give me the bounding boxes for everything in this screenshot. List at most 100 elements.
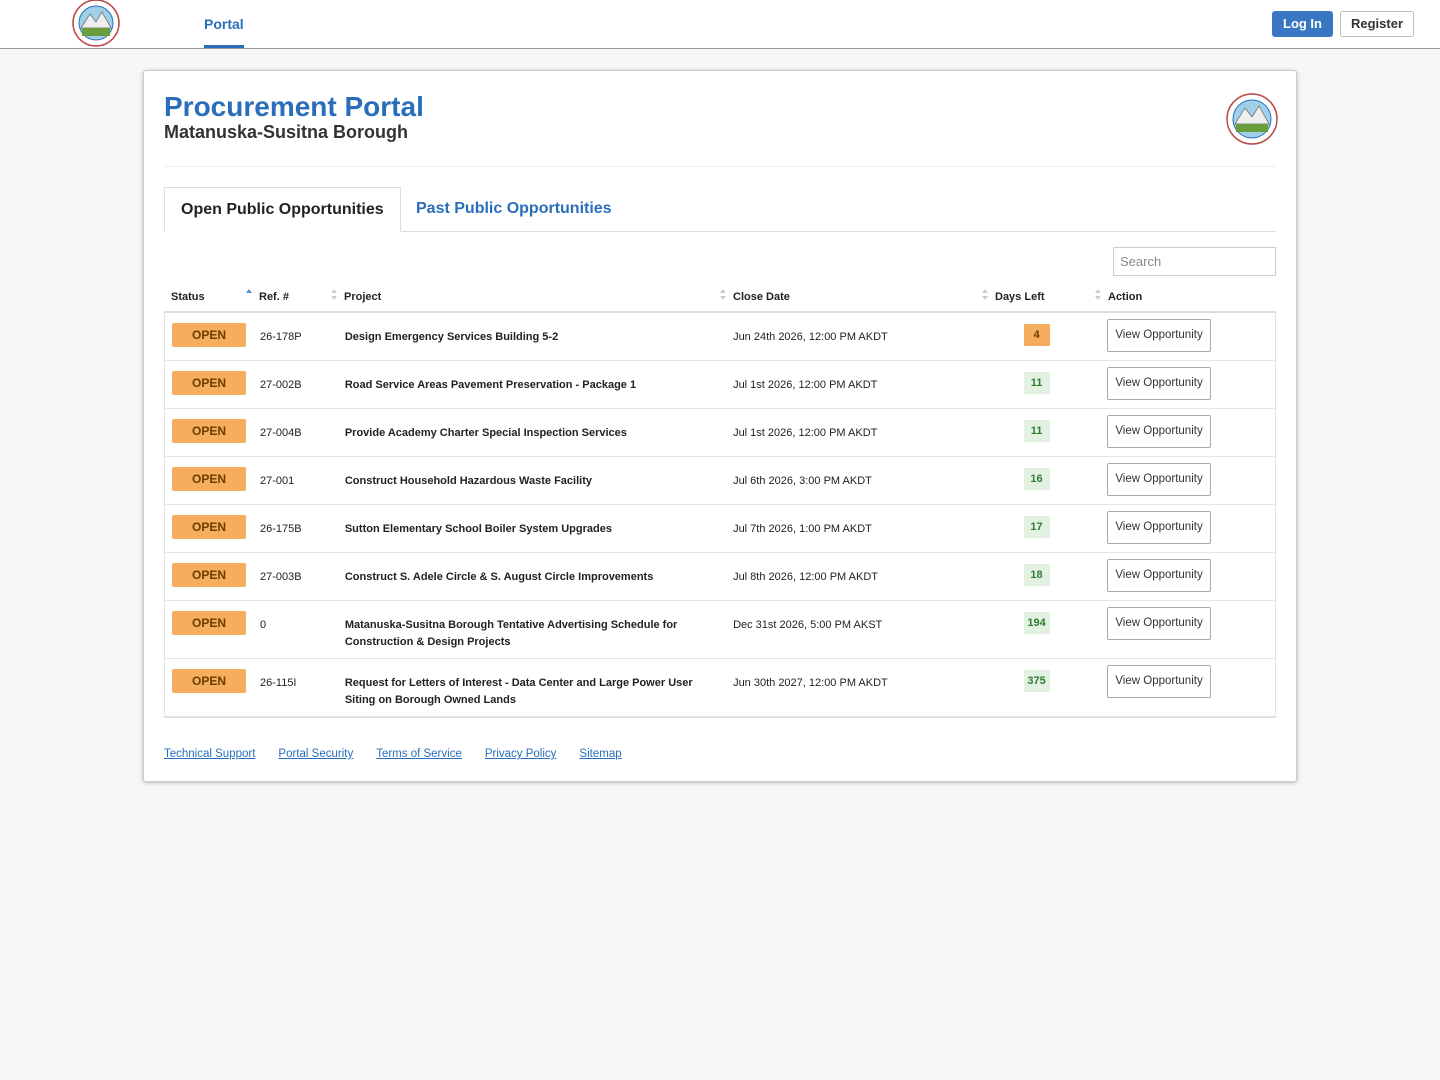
column-label: Project: [344, 291, 382, 303]
ref-cell: 27-002B: [260, 379, 302, 391]
status-badge: OPEN: [172, 611, 246, 635]
close-date-cell: Jul 8th 2026, 12:00 PM AKDT: [733, 571, 878, 583]
portal-tab[interactable]: Portal: [204, 0, 244, 48]
days-left-cell: 4: [988, 313, 1101, 360]
ref-cell: 27-004B: [260, 427, 302, 439]
view-opportunity-button[interactable]: View Opportunity: [1107, 559, 1211, 592]
status-cell: OPEN: [165, 409, 253, 456]
divider: [164, 166, 1276, 167]
status-cell: OPEN: [165, 313, 253, 360]
status-cell: OPEN: [165, 553, 253, 600]
project-cell: Matanuska-Susitna Borough Tentative Adve…: [344, 619, 678, 648]
view-opportunity-button[interactable]: View Opportunity: [1107, 463, 1211, 496]
status-badge: OPEN: [172, 371, 246, 395]
footer-link[interactable]: Sitemap: [579, 748, 622, 760]
footer-link[interactable]: Privacy Policy: [484, 748, 557, 760]
top-nav: Portal Log In Register: [0, 0, 1440, 49]
days-left-cell: 11: [988, 361, 1101, 408]
project-cell: Road Service Areas Pavement Preservation…: [344, 379, 637, 391]
action-cell: View Opportunity: [1100, 601, 1275, 658]
page-subtitle: Matanuska-Susitna Borough: [164, 122, 409, 142]
table-row: OPEN 27-001 Construct Household Hazardous …: [164, 457, 1276, 505]
action-cell: View Opportunity: [1100, 361, 1275, 408]
footer-link[interactable]: Portal Security: [278, 748, 354, 760]
days-left-cell: 375: [988, 659, 1101, 716]
close-date-cell: Jul 6th 2026, 3:00 PM AKDT: [733, 475, 872, 487]
view-opportunity-button[interactable]: View Opportunity: [1107, 511, 1211, 544]
status-cell: OPEN: [165, 601, 253, 658]
ref-cell: 26-115I: [260, 677, 297, 689]
status-cell: OPEN: [165, 457, 253, 504]
column-label: Close Date: [733, 291, 790, 303]
project-cell: Provide Academy Charter Special Inspecti…: [344, 427, 627, 439]
table-row: OPEN 27-002B Road Service Areas Pavement P…: [164, 361, 1276, 409]
close-date-cell: Jul 7th 2026, 1:00 PM AKDT: [733, 523, 872, 535]
ref-cell: 26-178P: [260, 331, 302, 343]
table-row: OPEN 27-003B Construct S. Adele Circle & S…: [164, 553, 1276, 601]
close-date-cell: Dec 31st 2026, 5:00 PM AKST: [733, 619, 883, 631]
past-tab[interactable]: Past Public Opportunities: [416, 200, 612, 217]
view-opportunity-button[interactable]: View Opportunity: [1107, 665, 1211, 698]
column-label: Action: [1108, 291, 1143, 303]
table-header: Status Ref. # Project Close Date Days Left Ac…: [164, 283, 1276, 313]
column-header[interactable]: Status: [164, 283, 252, 311]
action-cell: View Opportunity: [1100, 553, 1275, 600]
footer-link[interactable]: Terms of Service: [376, 748, 462, 760]
action-cell: View Opportunity: [1100, 313, 1275, 360]
borough-seal[interactable]: [72, 0, 120, 48]
view-opportunity-button[interactable]: View Opportunity: [1107, 319, 1211, 352]
column-header[interactable]: Close Date: [726, 283, 988, 311]
status-badge: OPEN: [172, 563, 246, 587]
days-left-badge: 11: [1023, 372, 1050, 394]
days-left-badge: 4: [1023, 324, 1050, 346]
login-button[interactable]: Log In: [1272, 11, 1333, 37]
status-badge: OPEN: [172, 669, 246, 693]
ref-cell: 0: [260, 619, 267, 631]
open-tab[interactable]: Open Public Opportunities: [164, 187, 401, 232]
status-cell: OPEN: [165, 361, 253, 408]
days-left-cell: 11: [988, 409, 1101, 456]
days-left-cell: 18: [988, 553, 1101, 600]
footer-links: Technical Support Portal Security Terms of…: [164, 748, 645, 760]
register-button[interactable]: Register: [1340, 11, 1415, 37]
opportunities-table: Status Ref. # Project Close Date Days Left Ac…: [164, 283, 1276, 718]
project-cell: Construct S. Adele Circle & S. August Ci…: [344, 571, 654, 583]
action-cell: View Opportunity: [1100, 505, 1275, 552]
days-left-badge: 17: [1023, 516, 1050, 538]
view-opportunity-button[interactable]: View Opportunity: [1107, 607, 1211, 640]
table-row: OPEN 27-004B Provide Academy Charter Speci…: [164, 409, 1276, 457]
ref-cell: 27-001: [260, 475, 295, 487]
table-row: OPEN 0 Matanuska-Susitna Borough Tentative…: [164, 601, 1276, 659]
table-row: OPEN 26-178P Design Emergency Services Bui…: [164, 313, 1276, 361]
status-badge: OPEN: [172, 515, 246, 539]
days-left-cell: 17: [988, 505, 1101, 552]
project-cell: Design Emergency Services Building 5-2: [344, 331, 559, 343]
portal-card: Procurement Portal Matanuska-Susitna Bor…: [143, 70, 1297, 782]
days-left-cell: 194: [988, 601, 1101, 658]
column-label: Ref. #: [259, 291, 289, 303]
header-seal: [1226, 93, 1278, 145]
status-badge: OPEN: [172, 419, 246, 443]
days-left-badge: 16: [1023, 468, 1050, 490]
ref-cell: 27-003B: [260, 571, 302, 583]
close-date-cell: Jul 1st 2026, 12:00 PM AKDT: [733, 379, 878, 391]
project-cell: Request for Letters of Interest - Data C…: [344, 677, 693, 706]
view-opportunity-button[interactable]: View Opportunity: [1107, 415, 1211, 448]
days-left-badge: 11: [1023, 420, 1050, 442]
action-cell: View Opportunity: [1100, 457, 1275, 504]
days-left-badge: 18: [1023, 564, 1050, 586]
column-header[interactable]: Ref. #: [252, 283, 337, 311]
action-cell: View Opportunity: [1100, 659, 1275, 716]
column-header[interactable]: Days Left: [988, 283, 1101, 311]
column-header[interactable]: Project: [337, 283, 726, 311]
tab-bar: Open Public Opportunities Past Public Op…: [164, 187, 1276, 232]
status-cell: OPEN: [165, 659, 253, 716]
status-badge: OPEN: [172, 467, 246, 491]
days-left-badge: 375: [1023, 670, 1050, 692]
search-input[interactable]: [1113, 247, 1276, 276]
footer-link[interactable]: Technical Support: [164, 748, 256, 760]
days-left-badge: 194: [1023, 612, 1050, 634]
status-cell: OPEN: [165, 505, 253, 552]
action-cell: View Opportunity: [1100, 409, 1275, 456]
view-opportunity-button[interactable]: View Opportunity: [1107, 367, 1211, 400]
